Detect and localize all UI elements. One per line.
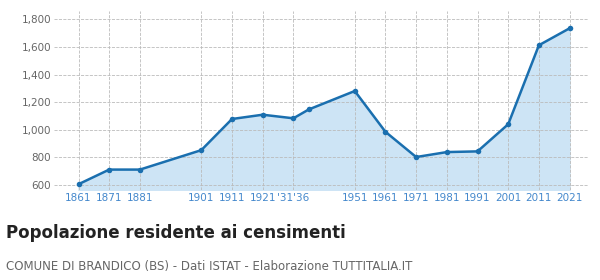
Point [412, 155, 421, 159]
Point [104, 167, 114, 172]
Point [442, 150, 452, 154]
Point [74, 182, 83, 186]
Point [473, 149, 482, 154]
Point [565, 26, 574, 31]
Point [380, 130, 390, 134]
Point [227, 117, 237, 121]
Text: COMUNE DI BRANDICO (BS) - Dati ISTAT - Elaborazione TUTTITALIA.IT: COMUNE DI BRANDICO (BS) - Dati ISTAT - E… [6, 260, 412, 273]
Point [258, 113, 268, 117]
Point [503, 122, 513, 127]
Text: Popolazione residente ai censimenti: Popolazione residente ai censimenti [6, 224, 346, 242]
Point [534, 43, 544, 48]
Point [197, 148, 206, 152]
Point [289, 116, 298, 121]
Point [135, 167, 145, 172]
Point [304, 107, 314, 112]
Point [350, 89, 359, 93]
